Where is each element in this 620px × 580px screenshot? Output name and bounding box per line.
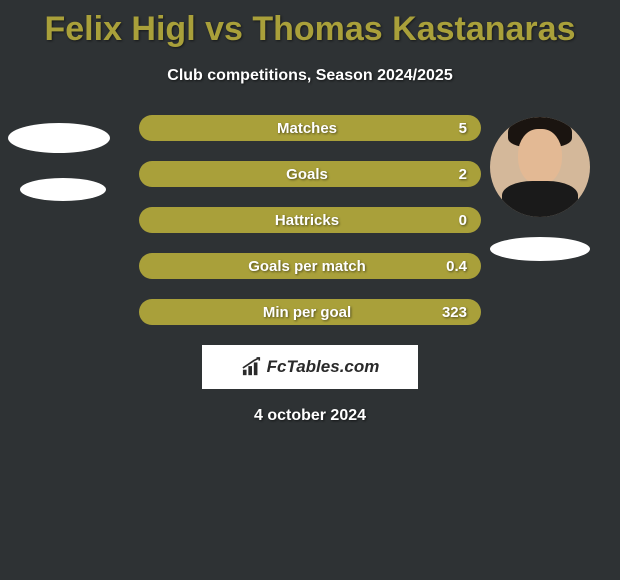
left-placeholder-group bbox=[8, 123, 110, 201]
stat-row: Goals per match 0.4 bbox=[139, 253, 481, 279]
stat-value: 0 bbox=[437, 212, 467, 229]
stat-label: Hattricks bbox=[153, 212, 437, 229]
placeholder-ellipse-icon bbox=[20, 178, 106, 201]
stat-label: Min per goal bbox=[153, 304, 437, 321]
stat-row: Matches 5 bbox=[139, 115, 481, 141]
chart-icon bbox=[241, 357, 263, 377]
stat-row: Goals 2 bbox=[139, 161, 481, 187]
stats-list: Matches 5 Goals 2 Hattricks 0 Goals per … bbox=[139, 115, 481, 325]
stat-value: 323 bbox=[437, 304, 467, 321]
stat-value: 2 bbox=[437, 166, 467, 183]
stat-value: 5 bbox=[437, 120, 467, 137]
stat-label: Goals per match bbox=[153, 258, 437, 275]
avatar bbox=[490, 117, 590, 217]
stat-value: 0.4 bbox=[437, 258, 467, 275]
placeholder-ellipse-icon bbox=[8, 123, 110, 153]
right-player-group bbox=[490, 117, 590, 261]
page-subtitle: Club competitions, Season 2024/2025 bbox=[0, 67, 620, 85]
content-area: Matches 5 Goals 2 Hattricks 0 Goals per … bbox=[0, 115, 620, 425]
page-title: Felix Higl vs Thomas Kastanaras bbox=[0, 0, 620, 49]
stat-row: Hattricks 0 bbox=[139, 207, 481, 233]
placeholder-ellipse-icon bbox=[490, 237, 590, 261]
stat-label: Goals bbox=[153, 166, 437, 183]
footer-date: 4 october 2024 bbox=[0, 407, 620, 425]
stat-label: Matches bbox=[153, 120, 437, 137]
stat-row: Min per goal 323 bbox=[139, 299, 481, 325]
branding-logo: FcTables.com bbox=[202, 345, 418, 389]
logo-text: FcTables.com bbox=[267, 357, 380, 377]
